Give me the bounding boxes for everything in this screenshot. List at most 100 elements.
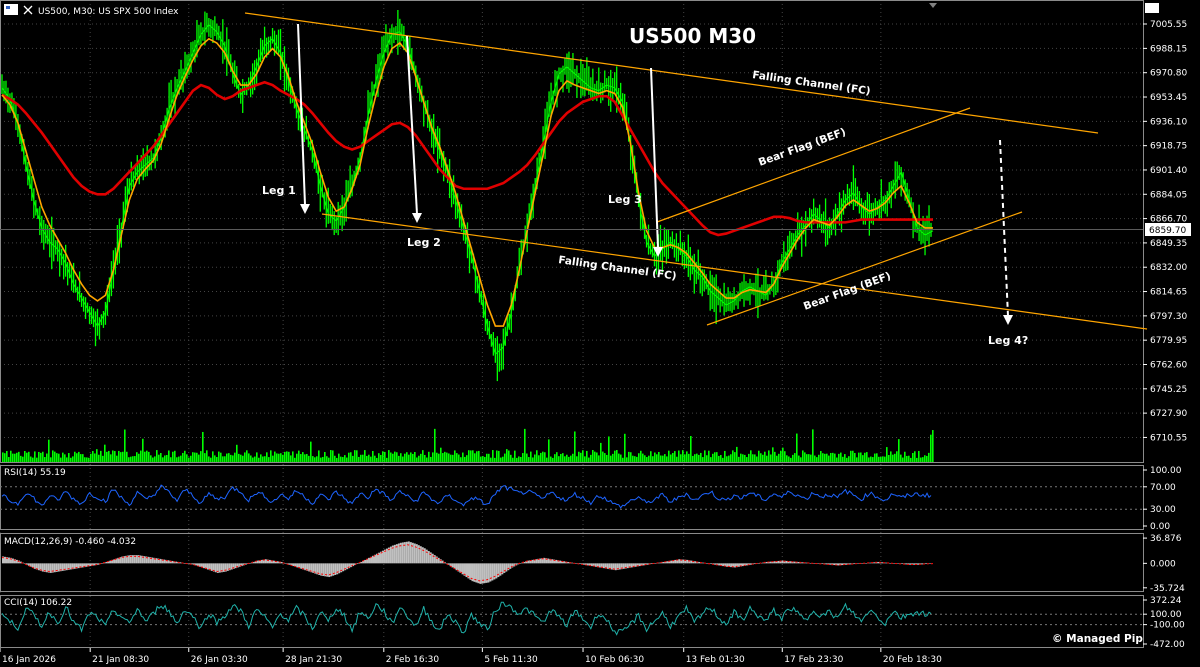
volume-bar (914, 451, 916, 462)
volume-bar (444, 451, 446, 462)
volume-bar (118, 450, 120, 462)
volume-bar (662, 455, 664, 462)
macd-histogram-bar (688, 560, 691, 564)
volume-bar (666, 456, 668, 462)
volume-bar (772, 447, 774, 462)
volume-bar (394, 451, 396, 462)
volume-bar (632, 455, 634, 462)
volume-bar (172, 451, 174, 462)
macd-histogram-bar (519, 563, 522, 564)
volume-bar (104, 444, 106, 462)
volume-bar (78, 451, 80, 462)
volume-bar (362, 454, 364, 462)
volume-bar (858, 452, 860, 462)
volume-bar (776, 455, 778, 462)
volume-bar (90, 453, 92, 462)
macd-histogram-bar (336, 563, 339, 575)
volume-bar (114, 451, 116, 462)
volume-bar (570, 455, 572, 462)
macd-histogram-bar (553, 559, 556, 564)
volume-bar (614, 450, 616, 462)
macd-histogram-bar (582, 563, 585, 565)
volume-bar (608, 436, 610, 462)
macd-histogram-bar (555, 559, 558, 564)
macd-histogram-bar (761, 562, 764, 564)
macd-histogram-bar (491, 563, 494, 581)
macd-histogram-bar (222, 563, 225, 572)
volume-bar (648, 455, 650, 462)
volume-bar (108, 450, 110, 462)
macd-histogram-bar (358, 563, 361, 564)
macd-histogram-bar (535, 559, 538, 564)
volume-bar (236, 444, 238, 462)
one-click-trading-icon[interactable] (1145, 3, 1159, 13)
volume-bar (30, 456, 32, 462)
macd-histogram-bar (165, 559, 168, 564)
close-chart-icon[interactable] (23, 5, 33, 15)
macd-histogram-bar (917, 563, 920, 565)
volume-bar (260, 454, 262, 462)
indicator-tick-label: 100.00 (1150, 610, 1182, 620)
macd-histogram-bar (517, 563, 520, 565)
volume-bar (560, 453, 562, 462)
volume-bar (802, 450, 804, 462)
volume-bar (534, 454, 536, 462)
volume-bar (672, 452, 674, 462)
volume-bar (148, 451, 150, 462)
macd-histogram-bar (511, 563, 514, 568)
volume-bar (246, 450, 248, 462)
volume-bar (54, 451, 56, 462)
time-tick-label: 21 Jan 08:30 (92, 655, 149, 665)
macd-histogram-bar (260, 559, 263, 564)
volume-bar (506, 449, 508, 462)
volume-bar (306, 453, 308, 462)
volume-bar (372, 450, 374, 462)
leg1-arrowhead (300, 204, 310, 214)
volume-bar (276, 453, 278, 462)
price-tick-label: 6953.45 (1150, 93, 1187, 103)
macd-histogram-bar (115, 558, 118, 564)
volume-bar (746, 457, 748, 462)
volume-bar (350, 452, 352, 462)
volume-bar (42, 451, 44, 462)
volume-bar (16, 452, 18, 462)
macd-histogram-bar (797, 561, 800, 564)
scroll-marker-icon[interactable] (929, 3, 937, 8)
trend-lines (244, 12, 1148, 330)
macd-histogram-bar (85, 563, 88, 567)
volume-bar (82, 454, 84, 462)
volume-bar (392, 453, 394, 462)
volume-bar (664, 454, 666, 462)
volume-bar (624, 433, 626, 462)
volume-bar (164, 455, 166, 462)
volume-bar (462, 452, 464, 462)
macd-histogram-bar (749, 563, 752, 565)
volume-bar (896, 451, 898, 462)
current-price-box (1145, 223, 1191, 236)
cci-panel-frame (0, 595, 1144, 648)
macd-histogram-bar (149, 557, 152, 564)
macd-histogram-bar (682, 559, 685, 564)
volume-bar (12, 453, 14, 462)
macd-histogram-bar (726, 563, 729, 567)
volume-bar (212, 451, 214, 462)
macd-histogram-bar (147, 556, 150, 564)
volume-bar (766, 455, 768, 462)
volume-bar (552, 457, 554, 462)
macd-histogram-bar (833, 563, 836, 566)
macd-histogram-bar (83, 563, 86, 568)
indicator-tick-label: -472.00 (1150, 640, 1185, 650)
volume-bar (470, 450, 472, 462)
volume-bar (240, 454, 242, 462)
volume-bar (486, 453, 488, 462)
volume-bar (194, 452, 196, 462)
macd-histogram-bar (417, 545, 420, 564)
volume-bar (832, 452, 834, 462)
macd-histogram-bar (338, 563, 341, 574)
volume-bar (742, 454, 744, 462)
volume-bar (320, 457, 322, 462)
volume-bar (156, 450, 158, 462)
volume-bar (282, 454, 284, 462)
macd-histogram-bar (137, 555, 140, 564)
macd-histogram-bar (783, 560, 786, 564)
